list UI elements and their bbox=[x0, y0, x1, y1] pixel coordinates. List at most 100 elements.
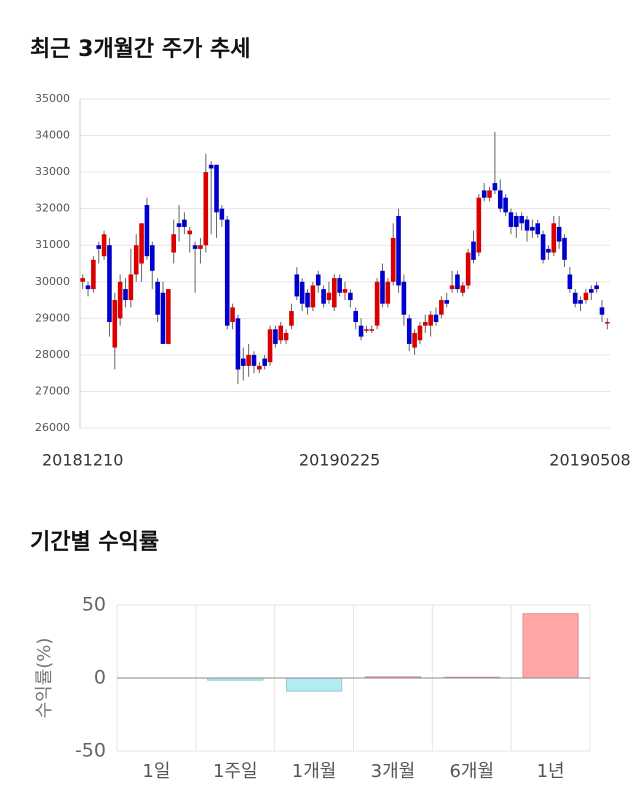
candle-body bbox=[417, 325, 423, 341]
candle-body bbox=[262, 358, 267, 366]
candle-body bbox=[283, 332, 289, 341]
x-tick-label: 6개월 bbox=[449, 761, 494, 782]
candle-body bbox=[144, 205, 150, 257]
candle-body bbox=[412, 332, 417, 348]
candle-body bbox=[321, 289, 326, 304]
candle-body bbox=[299, 281, 305, 304]
candle-body bbox=[460, 285, 466, 293]
candle-body bbox=[278, 325, 284, 341]
candle-body bbox=[508, 212, 514, 227]
candle-body bbox=[155, 281, 160, 315]
candle-body bbox=[605, 321, 610, 324]
candle-body bbox=[192, 245, 198, 249]
candle-body bbox=[176, 223, 182, 227]
candle-body bbox=[326, 292, 332, 301]
candle-body bbox=[465, 252, 471, 286]
candle-body bbox=[96, 245, 102, 249]
candle-body bbox=[492, 183, 498, 191]
candle-body bbox=[91, 259, 96, 290]
y-tick-label: 30000 bbox=[35, 275, 70, 288]
candle-body bbox=[594, 285, 599, 290]
candle-body bbox=[289, 311, 294, 326]
candle-body bbox=[481, 190, 487, 198]
candle-body bbox=[273, 329, 278, 344]
candle-body bbox=[182, 219, 187, 227]
y-tick-label: 35000 bbox=[35, 92, 70, 105]
y-tick-label: 31000 bbox=[35, 238, 70, 251]
candle-body bbox=[230, 307, 235, 322]
y-tick-label: 32000 bbox=[35, 202, 70, 215]
bar bbox=[285, 677, 343, 692]
chart-title: 최근 3개월간 주가 추세 bbox=[30, 37, 250, 62]
x-tick-label: 1일 bbox=[142, 761, 170, 782]
candle-body bbox=[433, 314, 439, 322]
candle-body bbox=[497, 190, 503, 209]
candle-body bbox=[567, 274, 573, 290]
candle-body bbox=[374, 281, 380, 326]
chart-title: 기간별 수익률 bbox=[30, 530, 159, 555]
candle-body bbox=[562, 237, 567, 260]
candle-body bbox=[503, 197, 508, 213]
y-tick-label: 26000 bbox=[35, 421, 70, 434]
candle-body bbox=[160, 292, 166, 344]
candle-body bbox=[396, 215, 401, 286]
x-tick-label: 3개월 bbox=[371, 761, 416, 782]
candle-body bbox=[556, 226, 562, 242]
candle-body bbox=[439, 300, 444, 315]
bar bbox=[522, 613, 579, 679]
candle-body bbox=[203, 172, 209, 246]
candle-body bbox=[540, 234, 546, 260]
candle-body bbox=[444, 300, 450, 304]
candle-body bbox=[353, 311, 359, 322]
candle-body bbox=[514, 215, 519, 227]
candle-body bbox=[535, 223, 541, 235]
candle-body bbox=[310, 285, 316, 308]
candle-body bbox=[80, 278, 85, 282]
y-tick-label: 27000 bbox=[35, 384, 70, 397]
candle-body bbox=[198, 245, 203, 249]
candle-body bbox=[85, 285, 91, 290]
y-tick-label: 28000 bbox=[35, 348, 70, 361]
candle-body bbox=[257, 365, 262, 370]
x-tick-label: 20190225 bbox=[299, 451, 380, 470]
candle-body bbox=[487, 190, 492, 198]
candle-body bbox=[423, 321, 428, 326]
candle-body bbox=[588, 289, 594, 293]
candle-body bbox=[187, 230, 193, 235]
candle-body bbox=[364, 329, 369, 331]
y-tick-label: 50 bbox=[82, 594, 106, 616]
candle-body bbox=[385, 281, 391, 304]
candle-body bbox=[428, 314, 433, 326]
candle-body bbox=[455, 274, 460, 290]
candle-body bbox=[401, 281, 407, 315]
y-tick-label: 0 bbox=[94, 667, 106, 689]
candle-body bbox=[128, 274, 134, 301]
y-tick-label: 33000 bbox=[35, 165, 70, 178]
x-tick-label: 20181210 bbox=[42, 451, 123, 470]
candle-body bbox=[599, 307, 605, 315]
candle-body bbox=[583, 292, 589, 301]
candle-body bbox=[123, 289, 128, 301]
candle-body bbox=[240, 358, 246, 366]
candle-body bbox=[390, 237, 396, 282]
candle-body bbox=[101, 234, 107, 257]
candle-body bbox=[519, 215, 524, 224]
x-tick-label: 1개월 bbox=[292, 761, 337, 782]
candle-body bbox=[546, 248, 551, 253]
candle-body bbox=[133, 245, 139, 275]
candle-body bbox=[208, 164, 214, 169]
candle-body bbox=[305, 292, 310, 308]
candle-body bbox=[471, 241, 476, 260]
candle-body bbox=[251, 354, 257, 366]
candle-body bbox=[219, 208, 225, 220]
candle-body bbox=[348, 292, 353, 301]
candle-body bbox=[267, 329, 273, 363]
candle-body bbox=[149, 245, 155, 271]
candle-body bbox=[139, 223, 144, 264]
candle-body bbox=[214, 164, 219, 213]
candle-body bbox=[246, 354, 251, 366]
candle-body bbox=[551, 223, 557, 253]
candle-body bbox=[406, 318, 412, 344]
y-tick-label: -50 bbox=[75, 740, 106, 762]
